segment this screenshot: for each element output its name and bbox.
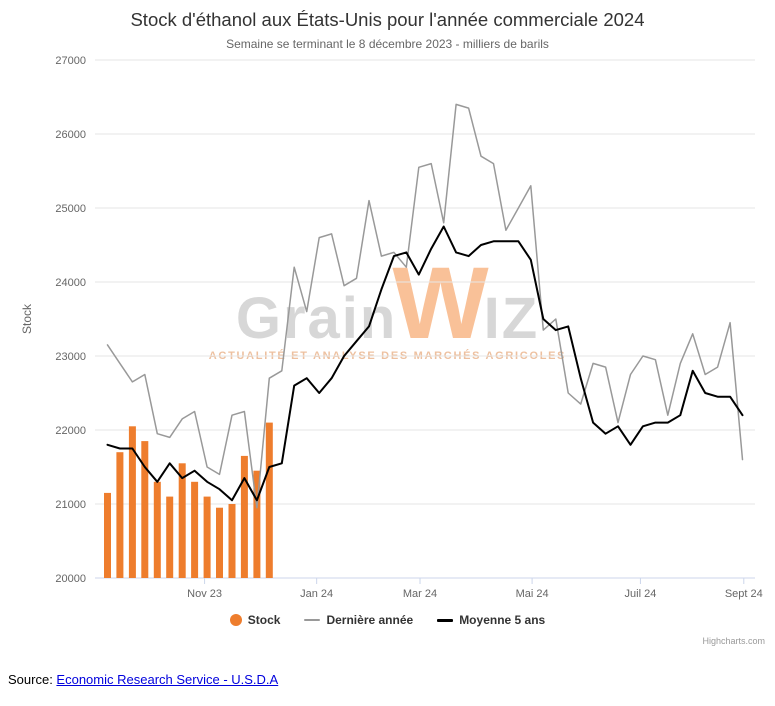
y-axis-label: 27000 xyxy=(55,55,86,67)
chart-subtitle: Semaine se terminant le 8 décembre 2023 … xyxy=(226,37,549,51)
five-year-average-line[interactable] xyxy=(106,225,744,502)
last-year-line[interactable] xyxy=(106,103,744,509)
stock-bar[interactable] xyxy=(265,422,273,578)
legend-label-five-year-average: Moyenne 5 ans xyxy=(459,613,546,627)
stock-bar[interactable] xyxy=(203,496,211,578)
stock-bar[interactable] xyxy=(153,481,161,578)
legend-item-stock[interactable]: Stock xyxy=(229,613,281,627)
stock-bar[interactable] xyxy=(240,455,248,578)
highcharts-credits-link[interactable]: Highcharts.com xyxy=(702,636,765,646)
source-line: Source: Economic Research Service - U.S.… xyxy=(8,672,278,687)
x-axis-label: Juil 24 xyxy=(625,588,657,600)
x-axis-label: Sept 24 xyxy=(725,588,763,600)
y-axis-label: 26000 xyxy=(55,129,86,141)
plot-area: 20000 21000 22000 23000 24000 25000 26000 27000… xyxy=(55,55,763,600)
stock-bar[interactable] xyxy=(166,496,174,578)
legend: Stock Dernière année Moyenne 5 ans xyxy=(0,613,775,627)
stock-bar[interactable] xyxy=(128,426,136,578)
legend-label-stock: Stock xyxy=(247,613,281,627)
chart-title: Stock d'éthanol aux États-Unis pour l'an… xyxy=(130,9,645,30)
x-axis-label: Mar 24 xyxy=(403,588,437,600)
stock-bar[interactable] xyxy=(141,441,149,578)
five-year-average-series-marker-icon xyxy=(437,618,454,622)
y-axis-label: 24000 xyxy=(55,277,86,289)
stock-series-marker-icon xyxy=(229,614,242,626)
stock-bar[interactable] xyxy=(191,481,199,578)
x-axis-label: Mai 24 xyxy=(516,588,549,600)
last-year-series-marker-icon xyxy=(304,619,321,621)
stock-bar[interactable] xyxy=(253,470,261,578)
y-axis-label: 21000 xyxy=(55,499,86,511)
y-axis-title: Stock xyxy=(20,303,35,335)
stock-bar[interactable] xyxy=(104,492,111,578)
x-axis-label: Nov 23 xyxy=(187,588,222,600)
legend-item-last-year[interactable]: Dernière année xyxy=(304,613,413,627)
source-label: Source: xyxy=(8,672,57,687)
stock-bar[interactable] xyxy=(178,463,186,578)
y-axis-label: 25000 xyxy=(55,203,86,215)
legend-item-five-year-average[interactable]: Moyenne 5 ans xyxy=(437,613,545,627)
legend-label-last-year: Dernière année xyxy=(326,613,414,627)
stock-bar[interactable] xyxy=(228,504,236,578)
x-axis-label: Jan 24 xyxy=(300,588,333,600)
y-axis-label: 23000 xyxy=(55,351,86,363)
stock-bar[interactable] xyxy=(116,452,124,578)
y-axis-label: 20000 xyxy=(55,573,86,585)
source-link[interactable]: Economic Research Service - U.S.D.A xyxy=(56,672,279,687)
y-axis-label: 22000 xyxy=(55,425,86,437)
stock-bar[interactable] xyxy=(216,507,223,578)
